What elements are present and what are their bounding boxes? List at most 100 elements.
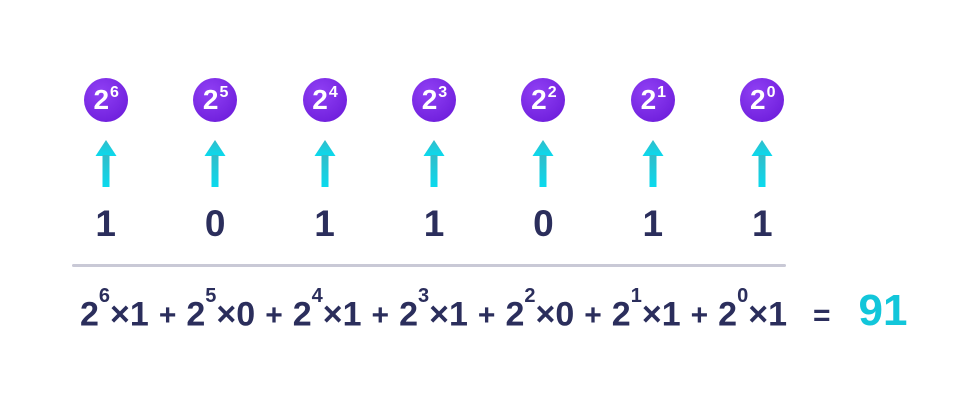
bit-column: 1 xyxy=(51,204,160,244)
plus-sign: + xyxy=(690,299,709,332)
power-exponent: 2 xyxy=(547,84,557,101)
term-base: 2 xyxy=(611,295,631,333)
bit-column: 1 xyxy=(598,204,707,244)
up-arrow-icon xyxy=(532,140,554,187)
up-arrow-icon xyxy=(423,140,445,187)
term-base: 2 xyxy=(399,295,418,333)
term-base: 2 xyxy=(80,295,99,333)
bits-row: 1 0 1 1 0 1 1 xyxy=(51,204,817,244)
power-base: 2 xyxy=(640,84,657,115)
multiply-sign: × xyxy=(110,295,130,333)
power-exponent: 6 xyxy=(110,84,119,101)
term-exponent: 6 xyxy=(98,284,111,307)
formula-term: 21×1 xyxy=(611,286,681,333)
term-bit: 0 xyxy=(236,295,256,333)
formula-term: 23×1 xyxy=(399,286,468,333)
plus-sign: + xyxy=(371,299,390,332)
bit-value: 1 xyxy=(423,203,445,244)
multiply-sign: × xyxy=(748,295,769,333)
multiply-sign: × xyxy=(322,295,343,333)
power-base: 2 xyxy=(202,84,219,115)
term-bit: 1 xyxy=(129,295,149,333)
bit-column: 1 xyxy=(270,204,379,244)
plus-sign: + xyxy=(158,299,177,332)
multiply-sign: × xyxy=(641,295,662,333)
power-base: 2 xyxy=(531,84,547,115)
up-arrow-icon xyxy=(314,140,336,187)
bit-value: 1 xyxy=(751,203,773,244)
formula-term: 24×1 xyxy=(292,286,362,333)
term-bit: 0 xyxy=(555,295,575,333)
term-exponent: 5 xyxy=(205,284,217,307)
term-bit: 1 xyxy=(768,295,787,333)
term-bit: 1 xyxy=(661,295,681,333)
formula-row: 26×1 + 25×0 + 24×1 + 23×1 + 22×0 + 21×1 … xyxy=(80,286,908,335)
power-base: 2 xyxy=(312,84,328,115)
term-exponent: 4 xyxy=(311,284,323,307)
multiply-sign: × xyxy=(429,295,449,333)
arrow-column xyxy=(379,140,488,187)
plus-sign: + xyxy=(265,299,283,332)
term-exponent: 2 xyxy=(524,284,536,307)
plus-sign: + xyxy=(477,299,496,332)
term-base: 2 xyxy=(505,295,525,333)
power-exponent: 4 xyxy=(328,84,338,101)
multiply-sign: × xyxy=(535,295,556,333)
power-exponent: 1 xyxy=(657,84,667,101)
formula-term: 26×1 xyxy=(80,286,149,333)
result-value: 91 xyxy=(858,286,908,335)
power-base: 2 xyxy=(93,84,110,115)
power-exponent: 5 xyxy=(219,84,229,101)
bit-value: 1 xyxy=(314,203,335,244)
arrow-column xyxy=(489,140,598,187)
up-arrow-icon xyxy=(751,140,773,187)
term-base: 2 xyxy=(186,295,206,333)
term-exponent: 0 xyxy=(737,284,749,307)
term-bit: 1 xyxy=(342,295,362,333)
plus-sign: + xyxy=(584,299,602,332)
arrow-column xyxy=(160,140,269,187)
arrows-row xyxy=(51,140,817,190)
arrow-column xyxy=(270,140,379,187)
divider-line xyxy=(72,264,786,267)
bit-value: 0 xyxy=(533,203,554,244)
arrow-column xyxy=(708,140,817,187)
equals-sign: = xyxy=(812,299,831,332)
power-base: 2 xyxy=(749,84,766,115)
term-base: 2 xyxy=(292,295,312,333)
term-bit: 1 xyxy=(448,295,468,333)
up-arrow-icon xyxy=(95,140,117,187)
arrow-column xyxy=(51,140,160,187)
formula-term: 20×1 xyxy=(718,286,787,333)
formula-term: 22×0 xyxy=(505,286,575,333)
bit-column: 0 xyxy=(160,204,269,244)
bit-column: 1 xyxy=(708,204,817,244)
power-base: 2 xyxy=(421,84,438,115)
bit-column: 0 xyxy=(489,204,598,244)
up-arrow-icon xyxy=(642,140,664,187)
bit-value: 0 xyxy=(204,203,226,244)
bit-value: 1 xyxy=(95,203,116,244)
power-exponent: 3 xyxy=(438,84,448,101)
multiply-sign: × xyxy=(216,295,237,333)
formula-term: 25×0 xyxy=(186,286,256,333)
power-exponent: 0 xyxy=(766,84,776,101)
bit-column: 1 xyxy=(379,204,488,244)
arrow-column xyxy=(598,140,707,187)
